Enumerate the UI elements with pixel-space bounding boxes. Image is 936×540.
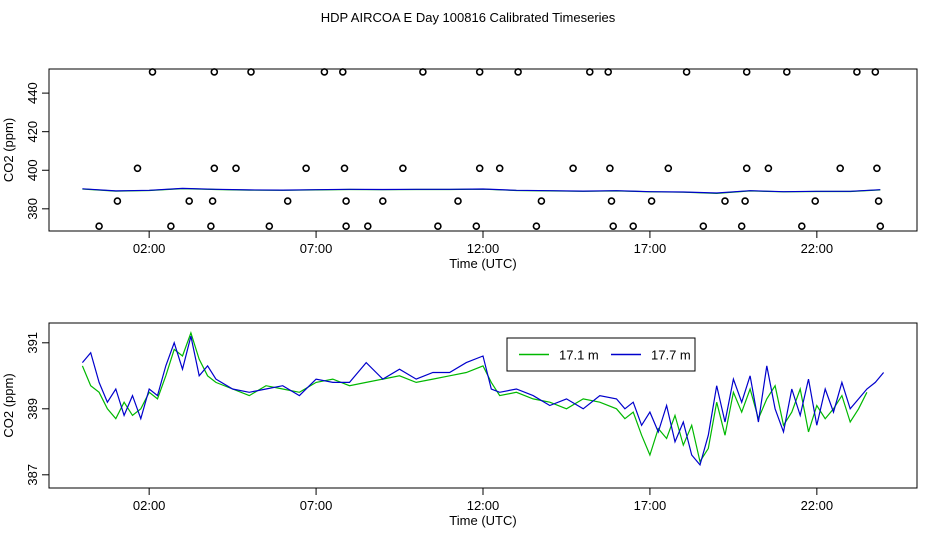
data-point: [434, 222, 442, 230]
data-point: [419, 68, 427, 76]
x-tick-label: 02:00: [133, 498, 166, 513]
data-point: [247, 68, 255, 76]
data-point: [721, 197, 729, 205]
y-tick-label: 420: [25, 121, 40, 143]
data-point: [609, 222, 618, 230]
x-tick-label: 22:00: [801, 241, 834, 256]
data-point: [607, 197, 616, 205]
x-tick-label: 12:00: [467, 498, 500, 513]
y-tick-label: 400: [25, 159, 40, 181]
data-point: [797, 222, 806, 230]
data-point: [514, 68, 522, 76]
data-point: [874, 197, 883, 205]
series-line-17-7m: [81, 336, 885, 467]
data-point: [454, 197, 462, 205]
data-point: [682, 68, 691, 76]
data-point: [207, 222, 215, 230]
data-point: [399, 164, 407, 173]
data-point: [338, 68, 347, 76]
figure-title: HDP AIRCOA E Day 100816 Calibrated Times…: [321, 10, 616, 25]
x-tick-label: 22:00: [801, 498, 834, 513]
data-point: [363, 222, 372, 230]
data-point: [585, 68, 594, 76]
data-point: [283, 197, 292, 205]
data-point: [95, 222, 103, 230]
series-line-17-1m: [81, 331, 868, 464]
data-point: [475, 164, 484, 173]
data-point: [629, 222, 638, 230]
y-tick-label: 389: [25, 398, 40, 420]
data-point: [742, 68, 751, 76]
x-axis-label: Time (UTC): [449, 256, 516, 271]
data-point: [342, 222, 350, 230]
y-tick-label: 391: [25, 332, 40, 354]
data-point: [606, 164, 614, 173]
x-tick-label: 02:00: [133, 241, 166, 256]
data-point: [475, 68, 484, 76]
y-tick-label: 380: [25, 198, 40, 220]
data-point: [836, 164, 845, 173]
data-point: [782, 68, 791, 76]
legend-box: [506, 337, 696, 372]
data-point: [853, 68, 861, 76]
x-tick-label: 17:00: [634, 498, 667, 513]
data-point: [210, 68, 219, 76]
data-point: [472, 222, 481, 230]
data-point: [302, 164, 310, 173]
plot-frame: [48, 68, 918, 232]
x-tick-label: 07:00: [300, 498, 333, 513]
data-point: [647, 197, 656, 205]
data-point: [699, 222, 708, 230]
plot-frame: [48, 322, 918, 489]
data-point: [148, 68, 157, 76]
data-point: [208, 197, 217, 205]
data-point: [185, 197, 193, 205]
data-point: [113, 197, 122, 205]
legend: 17.1 m 17.7 m: [506, 337, 696, 372]
data-point: [537, 197, 546, 205]
data-point: [133, 164, 142, 173]
data-point: [737, 222, 746, 230]
x-tick-label: 07:00: [300, 241, 333, 256]
bottom-panel: 02:00 07:00 12:00 17:00 22:00 387 389 391 Time (…: [1, 322, 918, 528]
data-point: [210, 164, 219, 173]
data-point: [764, 164, 773, 173]
data-point: [340, 164, 349, 173]
y-axis-label: CO2 (ppm): [1, 373, 16, 437]
y-tick-label: 387: [25, 464, 40, 486]
y-axis-label: CO2 (ppm): [1, 118, 16, 182]
x-tick-label: 12:00: [467, 241, 500, 256]
top-panel: 02:00 07:00 12:00 17:00 22:00 380 400 420 440 Tim…: [1, 68, 918, 271]
data-point: [741, 197, 749, 205]
data-point: [232, 164, 240, 173]
data-point: [167, 222, 175, 230]
data-point: [604, 68, 613, 76]
data-point: [265, 222, 274, 230]
data-point: [871, 68, 880, 76]
data-point: [876, 222, 885, 230]
data-point: [742, 164, 751, 173]
data-point: [873, 164, 881, 173]
data-point: [532, 222, 541, 230]
data-point: [342, 197, 350, 205]
data-point: [664, 164, 673, 173]
data-point: [495, 164, 504, 173]
series-line-17-7m: [82, 187, 881, 194]
y-tick-label: 440: [25, 82, 40, 104]
legend-label: 17.1 m: [559, 348, 599, 363]
legend-label: 17.7 m: [651, 348, 691, 363]
data-point: [378, 197, 387, 205]
x-axis-label: Time (UTC): [449, 513, 516, 528]
data-point: [811, 197, 820, 205]
x-tick-label: 17:00: [634, 241, 667, 256]
data-point: [320, 68, 329, 76]
data-point: [569, 164, 577, 173]
